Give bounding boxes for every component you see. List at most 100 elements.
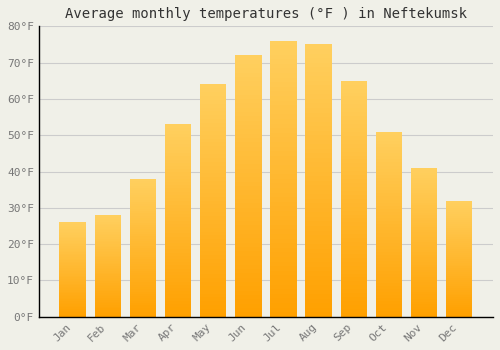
Bar [130, 223, 156, 225]
Bar [340, 112, 367, 116]
Bar [200, 146, 226, 150]
Bar [411, 225, 438, 228]
Bar [165, 124, 191, 127]
Bar [270, 100, 296, 105]
Bar [235, 147, 262, 151]
Bar [376, 199, 402, 203]
Bar [130, 188, 156, 190]
Bar [200, 251, 226, 255]
Bar [60, 312, 86, 314]
Bar [340, 234, 367, 238]
Bar [130, 303, 156, 305]
Bar [200, 197, 226, 201]
Bar [235, 225, 262, 230]
Bar [60, 233, 86, 235]
Bar [165, 301, 191, 304]
Bar [200, 270, 226, 274]
Bar [446, 253, 472, 255]
Bar [130, 266, 156, 268]
Bar [306, 90, 332, 94]
Bar [200, 166, 226, 170]
Bar [130, 234, 156, 236]
Bar [446, 208, 472, 210]
Bar [411, 289, 438, 292]
Bar [60, 224, 86, 225]
Bar [306, 280, 332, 285]
Bar [411, 297, 438, 300]
Bar [270, 138, 296, 142]
Bar [130, 225, 156, 227]
Bar [235, 290, 262, 295]
Bar [60, 270, 86, 271]
Bar [235, 190, 262, 195]
Bar [376, 240, 402, 243]
Bar [235, 212, 262, 217]
Bar [270, 128, 296, 133]
Bar [306, 185, 332, 190]
Bar [235, 195, 262, 199]
Bar [306, 144, 332, 149]
Bar [130, 197, 156, 199]
Bar [200, 298, 226, 301]
Bar [60, 315, 86, 317]
Bar [306, 94, 332, 99]
Bar [200, 181, 226, 185]
Bar [411, 247, 438, 250]
Bar [306, 262, 332, 267]
Bar [306, 199, 332, 203]
Bar [235, 130, 262, 134]
Bar [306, 113, 332, 117]
Bar [376, 138, 402, 141]
Bar [411, 252, 438, 255]
Bar [235, 134, 262, 138]
Bar [235, 164, 262, 169]
Bar [200, 301, 226, 305]
Bar [130, 211, 156, 213]
Bar [165, 285, 191, 288]
Bar [306, 312, 332, 317]
Bar [270, 50, 296, 55]
Bar [340, 163, 367, 167]
Bar [270, 197, 296, 202]
Bar [130, 220, 156, 223]
Bar [235, 112, 262, 116]
Bar [446, 295, 472, 298]
Bar [306, 99, 332, 104]
Bar [60, 240, 86, 241]
Bar [411, 257, 438, 260]
Bar [411, 223, 438, 225]
Bar [94, 302, 121, 303]
Bar [376, 224, 402, 227]
Bar [340, 116, 367, 120]
Bar [165, 240, 191, 243]
Bar [235, 208, 262, 212]
Bar [411, 178, 438, 180]
Bar [446, 268, 472, 270]
Bar [235, 55, 262, 60]
Bar [270, 165, 296, 170]
Bar [130, 285, 156, 287]
Bar [376, 178, 402, 181]
Bar [94, 293, 121, 295]
Bar [270, 312, 296, 317]
Bar [306, 212, 332, 217]
Bar [200, 116, 226, 119]
Bar [94, 259, 121, 261]
Bar [165, 256, 191, 259]
Bar [200, 208, 226, 212]
Bar [376, 221, 402, 224]
Bar [94, 227, 121, 229]
Bar [130, 252, 156, 255]
Bar [235, 203, 262, 208]
Bar [340, 270, 367, 274]
Bar [130, 287, 156, 289]
Bar [446, 257, 472, 259]
Bar [446, 249, 472, 251]
Bar [376, 227, 402, 230]
Bar [130, 209, 156, 211]
Bar [130, 216, 156, 218]
Bar [411, 265, 438, 267]
Bar [94, 252, 121, 254]
Bar [306, 240, 332, 244]
Bar [376, 162, 402, 166]
